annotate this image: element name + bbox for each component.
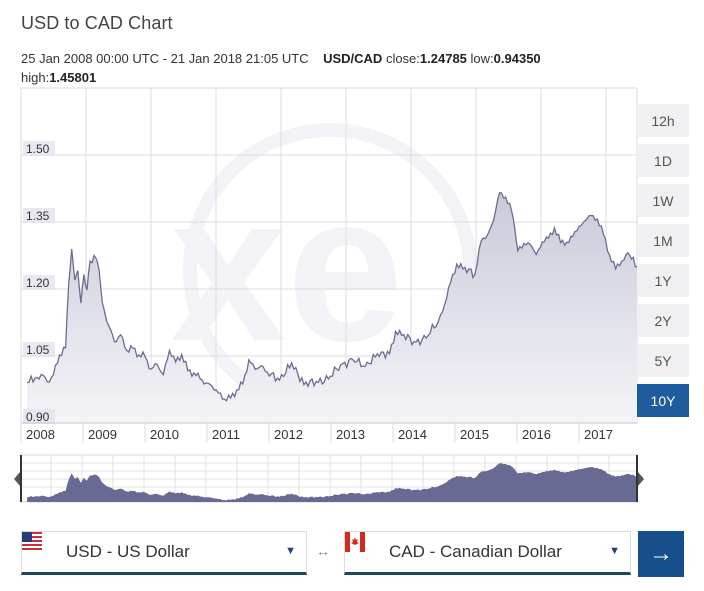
range-button-1d[interactable]: 1D [637, 144, 689, 177]
x-axis-label: 2017 [584, 427, 613, 442]
navigator-series [27, 463, 638, 502]
range-button-1y[interactable]: 1Y [637, 264, 689, 297]
range-button-12h[interactable]: 12h [637, 104, 689, 137]
from-currency-label: USD - US Dollar [66, 542, 190, 561]
date-range: 25 Jan 2008 00:00 UTC - 21 Jan 2018 21:0… [21, 51, 309, 66]
svg-text:1.05: 1.05 [26, 343, 50, 357]
high-value: 1.45801 [49, 70, 97, 85]
high-label: high: [21, 70, 50, 85]
x-axis-label: 2015 [460, 427, 489, 442]
navigator-right-handle-icon[interactable] [638, 472, 644, 486]
close-label: close: [385, 51, 420, 66]
range-button-2y[interactable]: 2Y [637, 304, 689, 337]
navigator-left-handle-icon[interactable] [14, 472, 20, 486]
price-line [26, 191, 638, 402]
svg-text:0.90: 0.90 [26, 410, 50, 424]
range-button-10y[interactable]: 10Y [637, 384, 689, 417]
chart-summary: 25 Jan 2008 00:00 UTC - 21 Jan 2018 21:0… [21, 49, 641, 87]
x-axis-label: 2013 [336, 427, 365, 442]
low-value: 0.94350 [493, 51, 541, 66]
swap-currencies-button[interactable]: ↔ [316, 543, 330, 559]
range-button-5y[interactable]: 5Y [637, 344, 689, 377]
us-flag-icon [22, 532, 56, 562]
price-area [27, 192, 638, 423]
currency-pair: USD/CAD [323, 51, 383, 66]
x-axis-label: 2010 [150, 427, 179, 442]
chevron-down-icon: ▼ [285, 545, 296, 557]
svg-text:1.20: 1.20 [26, 276, 50, 290]
x-axis-label: 2014 [398, 427, 427, 442]
navigator[interactable] [14, 454, 644, 503]
range-button-1w[interactable]: 1W [637, 184, 689, 217]
chevron-down-icon: ▼ [609, 545, 620, 557]
arrow-right-icon: → [649, 540, 673, 567]
svg-text:xe: xe [170, 150, 404, 385]
x-axis-label: 2011 [212, 427, 240, 442]
range-button-1m[interactable]: 1M [637, 224, 689, 257]
y-axis-label: 1.05 [23, 342, 55, 357]
y-axis-label: 1.20 [23, 275, 55, 290]
svg-text:1.35: 1.35 [26, 209, 50, 223]
from-currency-select[interactable]: USD - US Dollar ▼ [21, 531, 307, 575]
y-axis-label: 1.50 [23, 141, 55, 156]
page-title: USD to CAD Chart [21, 13, 173, 33]
to-currency-select[interactable]: CAD - Canadian Dollar ▼ [344, 531, 631, 575]
ca-flag-icon [345, 532, 379, 562]
low-label: low: [470, 51, 494, 66]
y-axis-label: 1.35 [23, 208, 55, 223]
x-axis-label: 2008 [26, 427, 55, 442]
y-axis-label: 0.90 [23, 409, 55, 424]
convert-button[interactable]: → [638, 531, 684, 577]
x-axis-label: 2012 [274, 427, 303, 442]
close-value: 1.24785 [419, 51, 467, 66]
svg-text:1.50: 1.50 [26, 142, 50, 156]
x-axis-label: 2009 [88, 427, 117, 442]
x-axis-label: 2016 [522, 427, 551, 442]
to-currency-label: CAD - Canadian Dollar [389, 542, 562, 561]
